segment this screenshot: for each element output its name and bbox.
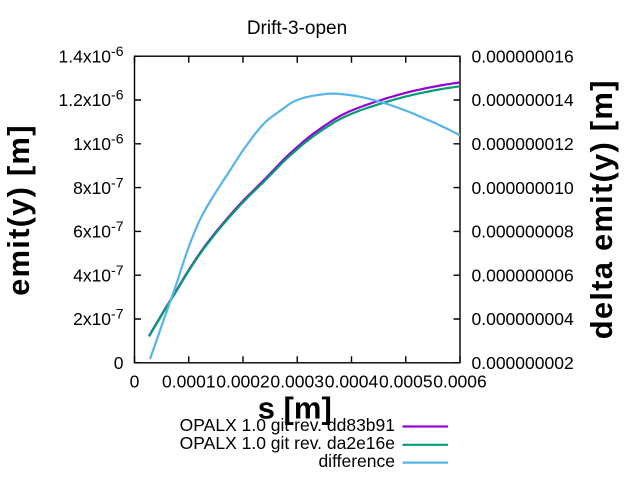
- svg-text:Drift-3-open: Drift-3-open: [247, 18, 347, 39]
- svg-text:0.000000008: 0.000000008: [472, 222, 574, 242]
- svg-text:0.000000012: 0.000000012: [472, 134, 574, 154]
- svg-text:0.000000014: 0.000000014: [472, 90, 574, 110]
- svg-text:emit(y) [m]: emit(y) [m]: [1, 124, 36, 296]
- svg-text:1.4x10-6: 1.4x10-6: [59, 43, 124, 67]
- svg-text:0.0006: 0.0006: [433, 372, 487, 392]
- svg-text:delta emit(y) [m]: delta emit(y) [m]: [584, 79, 619, 339]
- svg-text:OPALX 1.0 git rev. dd83b91: OPALX 1.0 git rev. dd83b91: [180, 415, 395, 435]
- svg-text:0.000000016: 0.000000016: [472, 46, 574, 66]
- svg-text:0.000000004: 0.000000004: [472, 309, 574, 329]
- svg-text:0.0002: 0.0002: [216, 372, 270, 392]
- svg-text:0.0004: 0.0004: [325, 372, 379, 392]
- svg-text:0: 0: [130, 372, 140, 392]
- svg-text:0.0001: 0.0001: [162, 372, 216, 392]
- svg-text:0: 0: [114, 353, 124, 373]
- svg-text:1.2x10-6: 1.2x10-6: [59, 87, 124, 111]
- svg-text:0.0003: 0.0003: [270, 372, 324, 392]
- svg-text:0.000000006: 0.000000006: [472, 265, 574, 285]
- svg-text:OPALX 1.0 git rev. da2e16e: OPALX 1.0 git rev. da2e16e: [180, 433, 395, 453]
- svg-text:0.0005: 0.0005: [379, 372, 433, 392]
- svg-text:0.000000002: 0.000000002: [472, 353, 574, 373]
- svg-text:s [m]: s [m]: [258, 390, 332, 425]
- svg-text:difference: difference: [318, 451, 395, 471]
- svg-text:0.000000010: 0.000000010: [472, 178, 574, 198]
